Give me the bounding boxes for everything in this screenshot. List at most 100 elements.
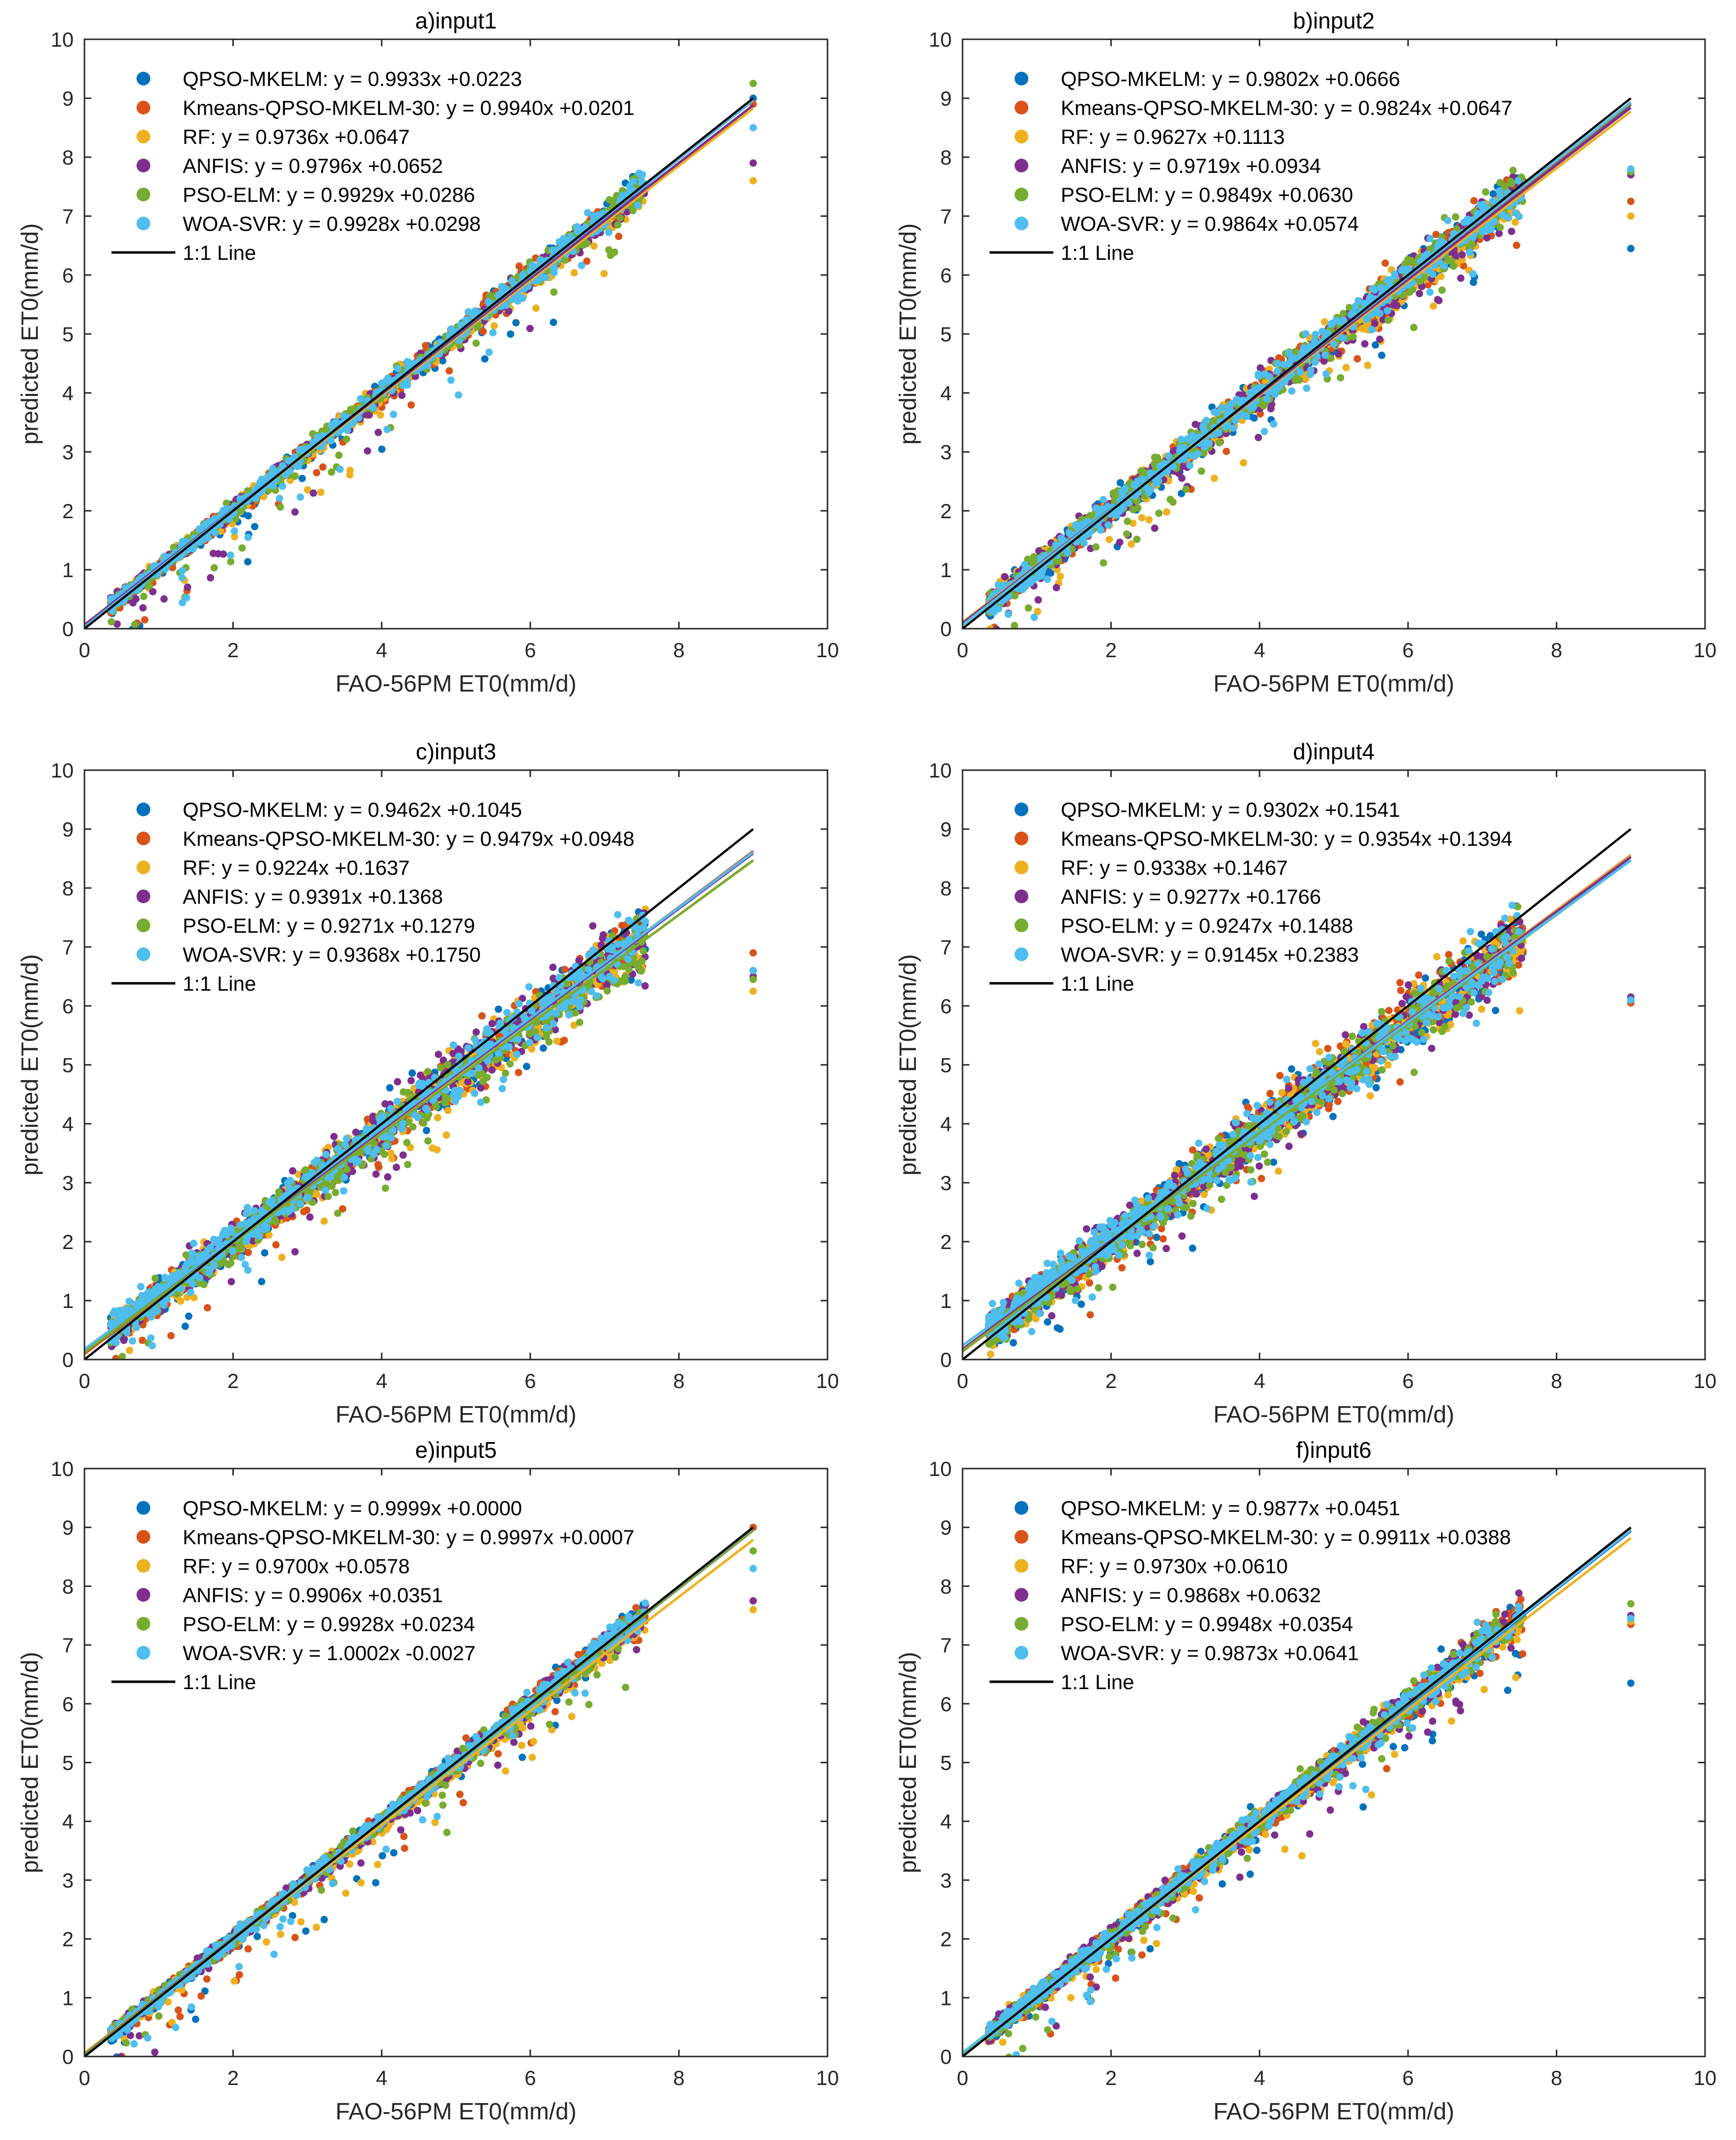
data-point	[532, 305, 540, 312]
data-point	[1513, 241, 1520, 249]
data-point	[251, 523, 259, 530]
data-point	[630, 178, 637, 186]
data-point	[365, 411, 373, 419]
x-tick-label: 10	[816, 639, 839, 662]
data-point	[309, 489, 317, 497]
y-tick-label: 8	[62, 146, 74, 169]
data-point	[507, 330, 515, 338]
data-point	[350, 419, 358, 426]
data-point	[258, 475, 266, 483]
y-tick-label: 0	[62, 617, 74, 640]
data-point	[132, 595, 140, 603]
data-point	[550, 288, 558, 296]
data-point	[1256, 364, 1264, 372]
data-point	[160, 595, 168, 603]
data-point	[455, 391, 463, 399]
data-point	[343, 435, 351, 443]
data-point	[139, 604, 147, 611]
legend-label: QPSO-MKELM: y = 0.9933x +0.0223	[183, 67, 522, 90]
data-point	[590, 242, 598, 250]
data-point	[1358, 325, 1366, 333]
data-point	[114, 635, 121, 642]
legend: QPSO-MKELM: y = 0.9933x +0.0223 Kmeans-QP…	[111, 67, 634, 264]
data-point	[996, 629, 1004, 637]
data-point	[1163, 508, 1171, 516]
data-point	[1512, 219, 1519, 226]
data-point	[1128, 540, 1135, 548]
data-point	[1275, 354, 1283, 362]
data-point	[285, 457, 293, 465]
data-point	[583, 240, 591, 248]
data-point	[629, 207, 637, 215]
data-point	[183, 594, 191, 602]
data-point	[615, 232, 623, 240]
data-point	[384, 377, 392, 385]
data-point	[189, 545, 197, 553]
data-point	[560, 235, 568, 243]
one-to-one-line	[84, 97, 754, 629]
data-point	[1138, 514, 1146, 522]
data-point	[578, 261, 585, 269]
data-point	[519, 294, 526, 302]
data-point	[141, 616, 149, 624]
data-point	[542, 274, 550, 281]
data-point	[1460, 262, 1467, 270]
legend-marker-anfis	[137, 159, 150, 172]
data-point	[340, 412, 348, 420]
data-point	[1361, 340, 1369, 348]
data-point	[584, 209, 591, 217]
data-point	[120, 643, 127, 651]
data-point	[276, 495, 283, 502]
y-tick-label: 4	[62, 382, 74, 405]
data-point	[472, 339, 480, 347]
data-point	[551, 264, 558, 272]
data-point	[1424, 281, 1432, 289]
legend-label-1to1: 1:1 Line	[183, 241, 256, 264]
y-tick-label: 9	[62, 87, 74, 110]
data-point	[573, 223, 581, 231]
data-point	[1489, 190, 1497, 197]
data-point	[244, 533, 252, 541]
y-tick-label: 1	[62, 558, 74, 582]
data-point	[1381, 259, 1389, 267]
data-point	[481, 355, 489, 363]
data-point	[561, 256, 569, 264]
data-point	[515, 262, 523, 270]
data-point	[295, 462, 303, 470]
data-point	[1222, 447, 1230, 455]
data-point	[404, 381, 411, 389]
data-point	[583, 257, 591, 265]
data-point	[445, 367, 453, 375]
data-point	[394, 364, 402, 372]
data-point	[605, 246, 613, 254]
data-point	[178, 567, 186, 575]
data-point	[269, 482, 276, 490]
x-axis-label: FAO-56PM ET0(mm/d)	[335, 671, 577, 697]
data-point	[317, 488, 325, 496]
data-point	[336, 465, 344, 473]
data-point	[614, 221, 622, 229]
legend-marker-kmeans-qpso-mkelm-30	[137, 101, 150, 114]
data-point	[378, 445, 386, 453]
data-point	[465, 308, 472, 316]
y-tick-label: 5	[62, 323, 74, 346]
legend-marker-woa-svr	[137, 217, 150, 230]
data-point	[1469, 278, 1477, 286]
data-point	[526, 325, 534, 333]
outlier-point	[749, 80, 757, 87]
y-axis-label: predicted ET0(mm/d)	[17, 223, 43, 445]
data-point	[407, 401, 415, 409]
data-point	[319, 463, 327, 471]
data-point	[1372, 341, 1379, 349]
legend-label: ANFIS: y = 0.9796x +0.0652	[183, 154, 443, 177]
legend-label: Kmeans-QPSO-MKELM-30: y = 0.9940x +0.020…	[183, 96, 634, 119]
data-point	[244, 558, 252, 566]
data-point	[1116, 479, 1124, 487]
data-point	[238, 544, 246, 552]
data-point	[374, 428, 382, 436]
data-point	[279, 462, 287, 470]
data-point	[637, 176, 645, 184]
x-tick-label: 4	[376, 639, 387, 662]
